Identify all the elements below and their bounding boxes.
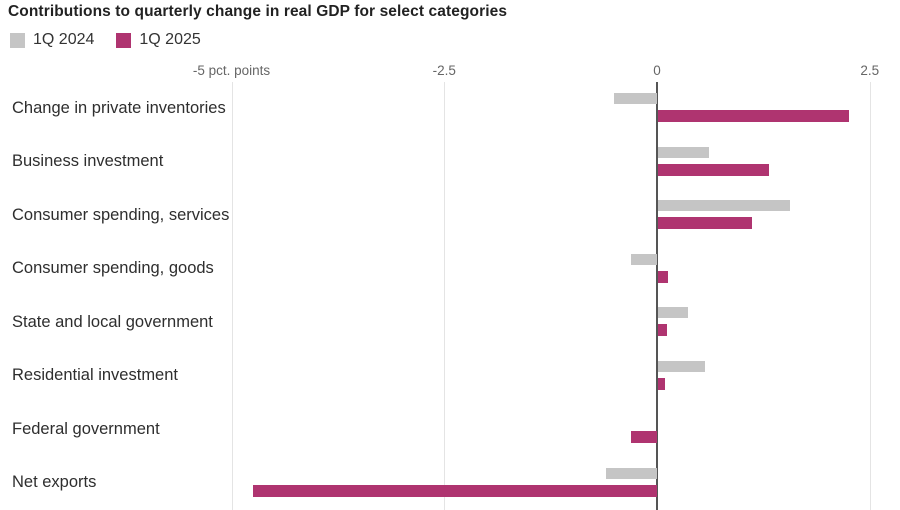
bar-1q2024-net-exports — [605, 467, 657, 479]
bar-1q2025-consumer-spending-goods — [658, 270, 669, 283]
chart-title: Contributions to quarterly change in rea… — [8, 3, 508, 20]
category-label: Change in private inventories — [12, 98, 226, 117]
legend-swatch-1q2024 — [10, 32, 25, 48]
legend-swatch-1q2025 — [116, 32, 132, 48]
gridline--5 — [232, 82, 233, 510]
category-label: Consumer spending, goods — [12, 259, 214, 278]
bar-1q2025-change-in-private-inventories — [658, 110, 850, 122]
bar-1q2024-residential-investment — [658, 360, 705, 372]
legend-label-1q2024: 1Q 2024 — [33, 31, 95, 48]
bar-1q2025-residential-investment — [658, 377, 665, 390]
legend-label-1q2025: 1Q 2025 — [139, 31, 201, 48]
axis-tick-label: 2.5 — [860, 63, 880, 78]
category-label: Net exports — [12, 473, 97, 492]
bar-1q2024-change-in-private-inventories — [614, 93, 657, 104]
bar-1q2024-consumer-spending-services — [658, 200, 790, 212]
legend-item-1q2025: 1Q 2025 — [116, 31, 201, 49]
bar-1q2024-consumer-spending-goods — [631, 253, 657, 265]
axis-tick-label: -2.5 — [432, 63, 456, 78]
gridline--2.5 — [444, 82, 445, 510]
legend-item-1q2024: 1Q 2024 — [10, 31, 94, 49]
gridline-2.5 — [870, 82, 871, 510]
bar-1q2025-federal-government — [631, 431, 657, 444]
category-label: Federal government — [12, 419, 160, 438]
category-label: Business investment — [12, 152, 164, 171]
category-label: Residential investment — [12, 366, 178, 385]
bar-1q2025-net-exports — [252, 484, 657, 497]
axis-tick-label: 0 — [653, 63, 661, 78]
bar-1q2025-state-and-local-government — [658, 324, 667, 337]
legend: 1Q 2024 1Q 2025 — [10, 31, 201, 49]
bar-1q2024-business-investment — [658, 146, 710, 158]
category-label: Consumer spending, services — [12, 205, 230, 224]
zero-baseline — [656, 82, 658, 510]
bar-1q2025-consumer-spending-services — [658, 217, 752, 230]
bar-1q2025-business-investment — [658, 163, 769, 176]
category-label: State and local government — [12, 312, 213, 331]
bar-1q2024-state-and-local-government — [658, 307, 688, 319]
axis-tick-label: -5 pct. points — [192, 63, 271, 78]
